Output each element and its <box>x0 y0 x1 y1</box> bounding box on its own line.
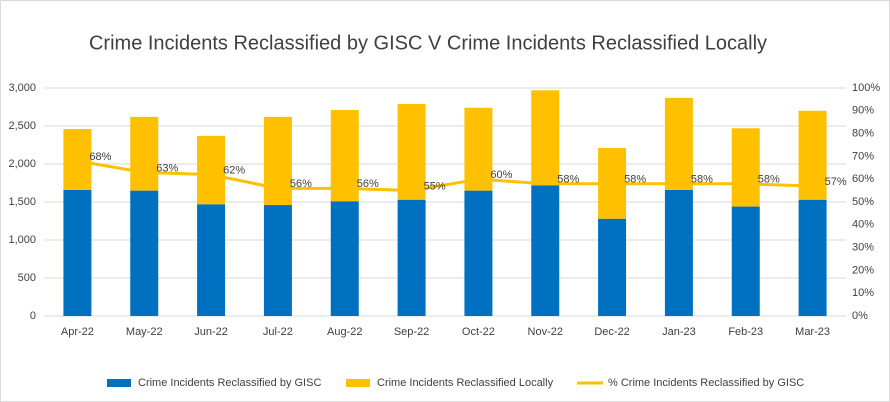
x-tick-label: Aug-22 <box>327 326 362 338</box>
y-tick-label: 2,000 <box>8 158 36 170</box>
bar <box>263 205 292 316</box>
data-label: 55% <box>424 181 446 193</box>
bar <box>731 128 760 207</box>
line <box>77 159 813 193</box>
bar <box>464 190 493 316</box>
data-label: 62% <box>223 165 245 177</box>
data-label: 58% <box>557 174 579 186</box>
data-label: 58% <box>624 174 646 186</box>
y2-tick-label: 90% <box>852 105 874 117</box>
bar <box>464 107 493 191</box>
bar <box>130 116 159 191</box>
legend-label: % Crime Incidents Reclassified by GISC <box>608 377 804 389</box>
bar <box>397 103 426 200</box>
bar <box>197 204 226 316</box>
legend-label: Crime Incidents Reclassified by GISC <box>138 377 321 389</box>
chart-title: Crime Incidents Reclassified by GISC V C… <box>89 32 767 54</box>
x-tick-label: May-22 <box>126 326 163 338</box>
y-tick-label: 1,000 <box>8 234 36 246</box>
y2-tick-label: 40% <box>852 219 874 231</box>
bar <box>330 201 359 316</box>
data-label: 63% <box>156 162 178 174</box>
y2-tick-label: 60% <box>852 173 874 185</box>
data-label: 56% <box>357 178 379 190</box>
bar <box>731 206 760 316</box>
y-tick-label: 2,500 <box>8 120 36 132</box>
y2-tick-label: 80% <box>852 128 874 140</box>
y-tick-label: 0 <box>30 310 36 322</box>
x-tick-label: Sep-22 <box>394 326 429 338</box>
data-label: 60% <box>490 169 512 181</box>
data-label: 57% <box>825 176 847 188</box>
x-tick-label: Jul-22 <box>263 326 293 338</box>
y2-tick-label: 100% <box>852 82 880 94</box>
data-label: 58% <box>758 174 780 186</box>
x-tick-label: Feb-23 <box>728 326 763 338</box>
bar <box>63 129 92 190</box>
bar <box>197 135 226 205</box>
x-tick-label: Jun-22 <box>194 326 228 338</box>
legend-key <box>346 379 370 387</box>
y2-tick-label: 20% <box>852 264 874 276</box>
bar <box>397 199 426 316</box>
bar <box>63 189 92 316</box>
bar <box>798 199 827 316</box>
x-tick-label: Apr-22 <box>61 326 94 338</box>
x-tick-label: Mar-23 <box>795 326 830 338</box>
y2-tick-label: 0% <box>852 310 868 322</box>
y2-tick-label: 30% <box>852 242 874 254</box>
x-tick-label: Dec-22 <box>594 326 629 338</box>
bar <box>664 97 693 190</box>
y2-tick-label: 50% <box>852 196 874 208</box>
y-tick-label: 500 <box>18 272 36 284</box>
bar <box>263 116 292 206</box>
bar <box>598 218 627 316</box>
bar <box>531 185 560 316</box>
legend-label: Crime Incidents Reclassified Locally <box>377 377 554 389</box>
bar <box>330 110 359 202</box>
y2-tick-label: 10% <box>852 287 874 299</box>
data-label: 56% <box>290 178 312 190</box>
y-tick-label: 3,000 <box>8 82 36 94</box>
data-label: 68% <box>89 151 111 163</box>
x-tick-label: Jan-23 <box>662 326 696 338</box>
y-tick-label: 1,500 <box>8 196 36 208</box>
x-tick-label: Oct-22 <box>462 326 495 338</box>
data-label: 58% <box>691 174 713 186</box>
bar <box>130 190 159 316</box>
bar <box>664 189 693 316</box>
x-tick-label: Nov-22 <box>528 326 563 338</box>
y2-tick-label: 70% <box>852 150 874 162</box>
bar <box>531 90 560 186</box>
legend-key <box>107 379 131 387</box>
